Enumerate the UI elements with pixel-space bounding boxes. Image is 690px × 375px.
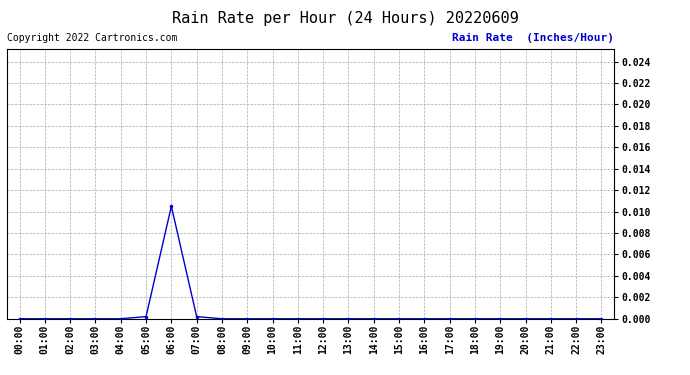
Text: Copyright 2022 Cartronics.com: Copyright 2022 Cartronics.com bbox=[7, 33, 177, 44]
Text: Rain Rate  (Inches/Hour): Rain Rate (Inches/Hour) bbox=[452, 33, 614, 44]
Text: Rain Rate per Hour (24 Hours) 20220609: Rain Rate per Hour (24 Hours) 20220609 bbox=[172, 11, 518, 26]
